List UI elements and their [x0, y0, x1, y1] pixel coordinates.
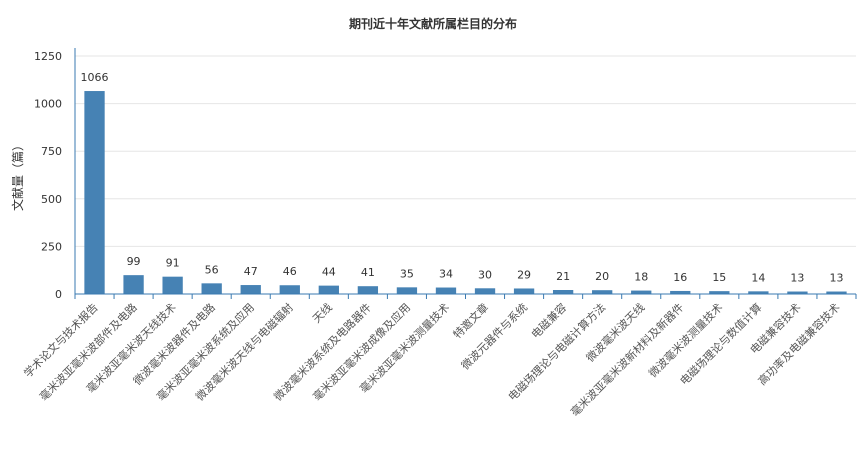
- bar: [123, 275, 144, 294]
- bar: [84, 91, 105, 294]
- data-label: 13: [829, 272, 843, 285]
- y-tick-label: 500: [41, 193, 62, 206]
- data-label: 47: [244, 265, 258, 278]
- bar: [709, 291, 730, 294]
- data-label: 21: [556, 270, 570, 283]
- x-tick-label: 微波毫米波测量技术: [646, 300, 726, 380]
- x-tick-label: 学术论文与技术报告: [21, 300, 101, 380]
- bar: [552, 290, 574, 294]
- bar: [787, 291, 808, 294]
- bar: [670, 290, 691, 294]
- data-label: 20: [595, 270, 609, 283]
- data-label: 44: [322, 266, 336, 279]
- bar: [162, 276, 183, 294]
- data-label: 99: [127, 255, 141, 268]
- data-label: 13: [790, 272, 804, 285]
- data-label: 15: [712, 271, 726, 284]
- bar: [826, 291, 847, 294]
- y-tick-label: 1250: [34, 50, 62, 63]
- y-tick-label: 0: [55, 288, 62, 301]
- bar: [240, 285, 261, 294]
- bar: [474, 288, 496, 294]
- data-label: 14: [751, 271, 765, 284]
- data-label: 56: [205, 263, 219, 276]
- y-tick-label: 1000: [34, 98, 62, 111]
- bar: [396, 287, 418, 294]
- y-tick-label: 750: [41, 145, 62, 158]
- y-tick-label: 250: [41, 240, 62, 253]
- data-label: 41: [361, 266, 375, 279]
- bar: [631, 290, 652, 294]
- bar: [592, 290, 613, 294]
- data-label: 18: [634, 271, 648, 284]
- bars: [84, 91, 847, 294]
- chart-title: 期刊近十年文献所属栏目的分布: [349, 16, 517, 31]
- x-tick-label: 天线: [309, 300, 334, 325]
- bar: [748, 291, 769, 294]
- data-label: 30: [478, 268, 492, 281]
- bar: [513, 288, 535, 294]
- bar: [318, 285, 339, 294]
- bar: [357, 286, 379, 294]
- y-axis-label: 文献量（篇）: [10, 139, 25, 211]
- data-labels: 1066 99 91 56 47 46 44 41 35 34 30 29 21 20 18 16 15 14 13…: [81, 71, 844, 284]
- x-tick-label: 电磁兼容: [528, 300, 569, 341]
- data-label: 1066: [81, 71, 109, 84]
- bar: [201, 283, 222, 294]
- data-label: 91: [166, 257, 180, 270]
- data-label: 29: [517, 268, 531, 281]
- data-label: 34: [439, 268, 453, 281]
- x-tick-label: 特邀文章: [450, 300, 491, 341]
- bar: [279, 285, 300, 294]
- bar: [435, 287, 457, 294]
- data-label: 35: [400, 267, 414, 280]
- gridlines: [75, 55, 856, 247]
- x-axis-ticks: 学术论文与技术报告毫米波亚毫米波部件及电路毫米波亚毫米波天线技术微波毫米波器件及…: [21, 300, 843, 419]
- y-axis-ticks: 0 250 500 750 1000 1250: [34, 50, 62, 301]
- x-tick-label: 微波元器件与系统: [458, 300, 530, 372]
- axes: [74, 48, 857, 299]
- data-label: 46: [283, 265, 297, 278]
- data-label: 16: [673, 271, 687, 284]
